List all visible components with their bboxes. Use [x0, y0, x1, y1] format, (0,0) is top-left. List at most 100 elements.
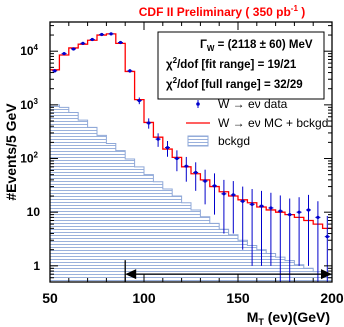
data-point-marker	[147, 121, 151, 125]
info-box: ΓW = (2118 ± 60) MeV χ2/dof [fit range] …	[157, 31, 325, 100]
y-tick-label-10000-base: 10	[20, 44, 34, 58]
legend: W → eν data W → eν MC + bckgd bckgd	[186, 97, 328, 148]
data-point-marker	[250, 202, 254, 206]
plot-frame	[49, 21, 333, 283]
data-point-marker	[231, 193, 235, 197]
data-point-marker	[71, 47, 76, 51]
data-point	[193, 162, 199, 191]
info-chi2-fit-sup: 2	[173, 56, 178, 65]
data-point	[71, 47, 76, 51]
data-point	[268, 192, 274, 266]
legend-item-data: W → eν data	[196, 97, 288, 111]
data-point-marker	[212, 184, 217, 188]
data-point-marker	[241, 199, 245, 203]
info-chi2-fit-symbol: χ	[166, 59, 173, 71]
x-axis-title: MT (eν)(GeV)	[247, 309, 330, 327]
y-tick-label-100: 102	[20, 151, 38, 166]
data-point	[296, 197, 302, 266]
x-tick-label-200: 200	[320, 290, 344, 306]
data-point-marker	[269, 206, 273, 210]
chart-title-main: CDF II Preliminary ( 350 pb	[139, 5, 291, 19]
data-point-marker	[316, 215, 320, 219]
bckgd-histogram	[49, 104, 333, 283]
data-point	[230, 181, 236, 234]
fit-range-arrowhead-right	[321, 269, 332, 280]
info-chi2-full: χ2/dof [full range] = 32/29	[166, 76, 303, 91]
legend-item-mc: W → eν MC + bckgd	[186, 116, 328, 130]
data-point-marker	[297, 210, 301, 214]
data-point-marker	[259, 204, 264, 208]
data-point-marker	[175, 156, 179, 161]
info-chi2-full-sup: 2	[173, 76, 178, 85]
x-tick-label-150: 150	[226, 290, 250, 306]
x-tick-label-50: 50	[42, 290, 58, 306]
y-tick-label-1000: 103	[20, 97, 38, 112]
data-point-marker	[194, 170, 198, 175]
x-tick-label-100: 100	[132, 290, 156, 306]
data-point	[61, 52, 67, 56]
y-tick-label-10000-exp: 4	[34, 43, 39, 52]
data-point	[52, 69, 58, 73]
info-chi2-fit: χ2/dof [fit range] = 19/21	[166, 56, 297, 71]
y-tick-labels: 1 10 102 103 104	[20, 43, 40, 273]
data-point	[99, 32, 105, 37]
axis-ticks	[49, 22, 333, 283]
data-point	[127, 69, 133, 73]
data-point	[212, 173, 217, 215]
data-point-marker	[62, 52, 66, 56]
y-tick-label-10-base: 10	[27, 205, 41, 219]
y-tick-label-1000-base: 10	[20, 98, 34, 112]
data-point	[165, 141, 170, 157]
legend-data-label: W → eν data	[218, 97, 288, 111]
bckgd-area	[49, 104, 333, 283]
legend-bckgd-swatch	[187, 135, 209, 147]
mc-histogram	[50, 33, 332, 229]
info-width-symbol: Γ	[200, 39, 207, 51]
info-width-value: = (2118 ± 60) MeV	[214, 39, 312, 51]
y-tick-label-1-base: 1	[33, 259, 40, 273]
data-point	[221, 179, 227, 234]
data-point-marker	[53, 69, 57, 73]
y-tick-label-1000-exp: 3	[34, 97, 39, 106]
legend-mc-label: W → eν MC + bckgd	[218, 116, 328, 130]
data-point	[287, 198, 293, 282]
data-point-marker	[288, 213, 292, 217]
data-point	[240, 186, 246, 250]
data-point-marker	[184, 164, 188, 168]
data-point-marker	[306, 208, 311, 212]
info-chi2-full-value: /dof [full range] = 32/29	[177, 79, 303, 91]
data-point-marker	[137, 99, 141, 103]
x-axis-title-sub: T	[258, 317, 264, 327]
y-tick-label-100-exp: 2	[34, 151, 39, 160]
data-point-marker	[278, 209, 282, 213]
y-axis-title: #Events/5 GeV	[3, 103, 19, 201]
data-point-marker	[81, 41, 85, 45]
y-tick-label-10: 10	[27, 205, 41, 219]
data-point	[249, 189, 255, 266]
data-point	[306, 194, 311, 266]
data-point-marker	[156, 137, 160, 141]
info-box-frame	[157, 31, 325, 100]
info-chi2-full-symbol: χ	[166, 79, 173, 91]
data-point-marker	[118, 40, 123, 45]
y-tick-label-10000: 104	[20, 43, 38, 58]
chart-title-tail: )	[298, 5, 305, 19]
data-point-marker	[128, 69, 132, 73]
y-tick-label-100-base: 10	[20, 152, 34, 166]
data-point	[174, 150, 180, 172]
data-points	[52, 32, 330, 282]
data-point-marker	[165, 145, 170, 150]
fit-range-arrowhead-left	[125, 269, 137, 280]
data-point	[89, 37, 95, 42]
data-point	[277, 195, 283, 282]
data-point-marker	[100, 32, 104, 37]
info-width: ΓW = (2118 ± 60) MeV	[200, 39, 313, 53]
mc-step-line	[50, 33, 332, 229]
data-point	[146, 118, 152, 129]
y-tick-label-1: 1	[33, 259, 40, 273]
data-point-marker	[222, 192, 226, 196]
chart-title: CDF II Preliminary ( 350 pb-1 )	[139, 4, 306, 19]
data-point	[259, 190, 264, 266]
data-point-marker	[325, 235, 329, 239]
data-point-marker	[90, 37, 94, 42]
